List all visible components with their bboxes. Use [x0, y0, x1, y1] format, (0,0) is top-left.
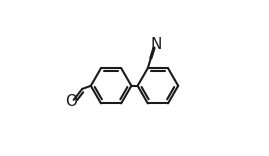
Text: N: N [150, 37, 162, 51]
Text: O: O [65, 94, 77, 109]
